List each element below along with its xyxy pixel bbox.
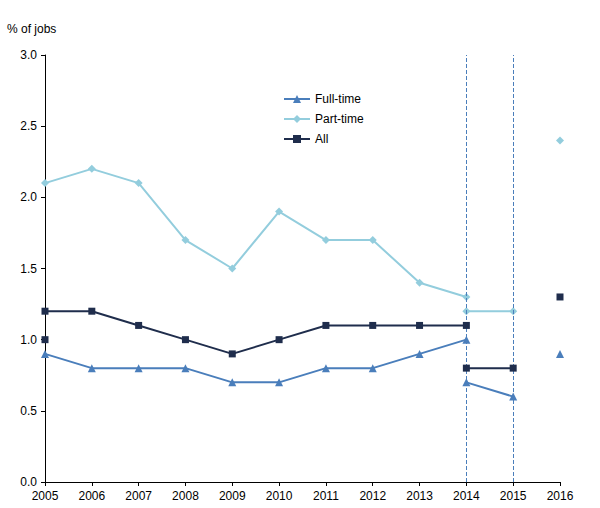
svg-text:0.0: 0.0	[20, 475, 37, 489]
svg-text:1.5: 1.5	[20, 262, 37, 276]
svg-text:2015: 2015	[500, 489, 527, 503]
svg-text:Full-time: Full-time	[315, 92, 361, 106]
svg-text:All: All	[315, 132, 328, 146]
svg-text:2.0: 2.0	[20, 190, 37, 204]
svg-text:3.0: 3.0	[20, 48, 37, 62]
svg-text:0.5: 0.5	[20, 404, 37, 418]
svg-text:2012: 2012	[359, 489, 386, 503]
svg-text:2009: 2009	[219, 489, 246, 503]
svg-text:2010: 2010	[266, 489, 293, 503]
svg-text:2008: 2008	[172, 489, 199, 503]
svg-text:2005: 2005	[32, 489, 59, 503]
svg-text:1.0: 1.0	[20, 333, 37, 347]
svg-text:2016: 2016	[547, 489, 574, 503]
svg-text:2013: 2013	[406, 489, 433, 503]
svg-text:2.5: 2.5	[20, 119, 37, 133]
svg-text:% of jobs: % of jobs	[7, 22, 56, 36]
svg-text:2006: 2006	[78, 489, 105, 503]
svg-text:2007: 2007	[125, 489, 152, 503]
svg-text:Part-time: Part-time	[315, 112, 364, 126]
svg-text:2014: 2014	[453, 489, 480, 503]
svg-text:2011: 2011	[313, 489, 339, 503]
